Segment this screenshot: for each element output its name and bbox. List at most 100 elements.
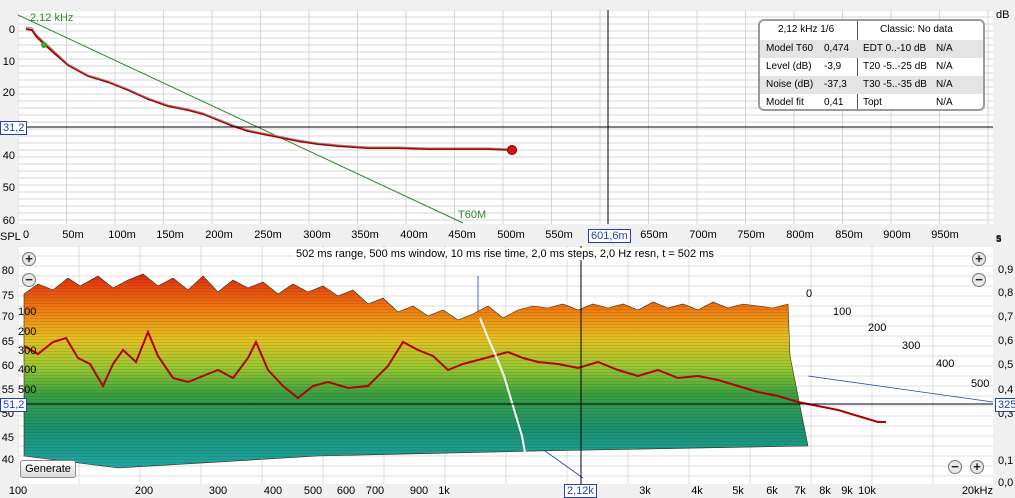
waterfall-right-tick: 0,1 [998,455,1014,467]
waterfall-x-tick: 500 [303,485,323,497]
decay-x-tick: 900m [883,229,911,241]
waterfall-right-tick: 0,9 [998,264,1014,276]
decay-x-tick: 550m [545,229,573,241]
decay-y-tick: 60 [2,215,15,227]
decay-y-unit: dB [996,9,1010,21]
waterfall-right-tick: 0,6 [998,335,1014,347]
info-row-label-2: T20 -5..-25 dB [863,61,927,72]
info-band: 2,12 kHz 1/6 [778,24,835,35]
waterfall-plot[interactable]: 100 200 300 400 500 0 100 200 300 400 500 [18,246,993,484]
decay-y-tick: 50 [2,182,15,194]
waterfall-depth-right-tick: 500 [971,378,990,390]
info-separator [857,21,858,109]
decay-y-cursor-readout: 31,2 [0,121,28,135]
generate-button[interactable]: Generate [20,460,76,478]
decay-y-tick: 0 [8,24,15,36]
waterfall-y-tick: 70 [1,311,14,323]
zoom-out-left-button[interactable]: − [22,273,36,287]
waterfall-right-tick: 0,4 [998,384,1014,396]
waterfall-depth-right-tick: 100 [833,306,852,318]
waterfall-x-tick: 900 [409,485,429,497]
waterfall-x-tick: 100 [8,485,28,497]
info-row-value-2: N/A [936,43,953,54]
decay-x-axis-left-label: SPL [0,231,21,243]
waterfall-x-tick: 20kHz [961,485,993,497]
waterfall-depth-right-tick: 400 [936,358,955,370]
waterfall-x-tick: 400 [263,485,283,497]
decay-x-tick: 850m [835,229,863,241]
start-point [41,42,47,48]
waterfall-right-tick: 0,7 [998,311,1014,323]
zoom-in-right-button[interactable]: + [972,252,986,266]
waterfall-depth-right-tick: 300 [902,340,921,352]
info-row-value: -3,9 [824,61,842,72]
waterfall-x-tick: 200 [134,485,154,497]
info-classic: Classic: No data [880,24,953,35]
decay-x-tick: 500m [497,229,525,241]
waterfall-x-tick: 7k [794,485,806,497]
waterfall-right-tick: 0,5 [998,359,1014,371]
waterfall-y-tick: 75 [1,290,14,302]
info-header: 2,12 kHz 1/6 Classic: No data [760,21,983,39]
info-row: Level (dB) -3,9 T20 -5..-25 dB N/A [760,58,983,76]
decay-x-tick: 650m [640,229,668,241]
decay-x-tick: 150m [156,229,184,241]
t60-fit-label: T60M [458,209,487,221]
end-point[interactable] [507,145,517,155]
waterfall-depth-left-tick: 300 [18,345,37,357]
waterfall-x-tick: 4k [691,485,703,497]
waterfall-x-tick: 600 [336,485,356,497]
waterfall-x-tick: 1k [438,485,450,497]
waterfall-y-tick: 80 [1,265,14,277]
decay-x-tick: 800m [786,229,814,241]
decay-x-tick: 250m [254,229,282,241]
decay-y-tick: 40 [2,150,15,162]
info-row-value: 0,474 [824,43,850,54]
info-row-label: Model T60 [766,43,814,54]
freq-marker-label: 2,12 kHz [30,12,74,24]
decay-x-tick: 350m [351,229,379,241]
decay-y-tick: 10 [2,56,15,68]
info-row-value-2: N/A [936,79,953,90]
waterfall-depth-left-tick: 100 [18,306,37,318]
decay-x-unit: s [996,232,1002,244]
waterfall-x-tick: 6k [766,485,778,497]
info-row: Noise (dB) -37,3 T30 -5..-35 dB N/A [760,76,983,94]
decay-x-tick: 0 [22,229,30,241]
waterfall-x-tick: 5k [732,485,744,497]
zoom-out-bottom-button[interactable]: − [948,460,962,474]
waterfall-lines [24,274,808,468]
waterfall-depth-left-tick: 400 [18,364,37,376]
zoom-in-left-button[interactable]: + [22,252,36,266]
waterfall-y-tick: 60 [1,360,14,372]
info-row-label-2: EDT 0..-10 dB [863,43,927,54]
waterfall-right-tick: 0,8 [998,287,1014,299]
decay-x-tick: 50m [62,229,84,241]
floor-line-3 [537,445,584,479]
waterfall-depth-left-tick: 500 [18,384,37,396]
waterfall-right-unit: s [996,233,1002,245]
decay-x-tick: 450m [448,229,476,241]
waterfall-y-tick: 40 [1,454,14,466]
info-row-value: 0,41 [824,97,844,108]
decay-x-tick: 300m [303,229,331,241]
decay-x-tick: 700m [689,229,717,241]
waterfall-x-tick: 3k [639,485,651,497]
waterfall-depth-left-tick: 200 [18,326,37,338]
t60-fit-line [18,14,464,224]
zoom-in-bottom-button[interactable]: + [970,460,984,474]
decay-y-tick: 20 [2,87,15,99]
waterfall-depth-right-tick: 0 [806,288,813,300]
decay-x-tick: 750m [737,229,765,241]
info-row-label: Level (dB) [766,61,812,72]
decay-curve [25,28,513,151]
waterfall-right-cursor-readout: 325 [995,398,1015,412]
decay-x-tick: 950m [931,229,959,241]
zoom-out-right-button[interactable]: − [972,273,986,287]
decay-curve-shadow [25,26,513,150]
waterfall-slice-curve [23,329,886,423]
waterfall-svg [18,246,993,484]
info-row-label-2: T30 -5..-35 dB [863,79,927,90]
decay-x-tick: 400m [400,229,428,241]
waterfall-y-cursor-readout: 51,2 [0,398,28,412]
